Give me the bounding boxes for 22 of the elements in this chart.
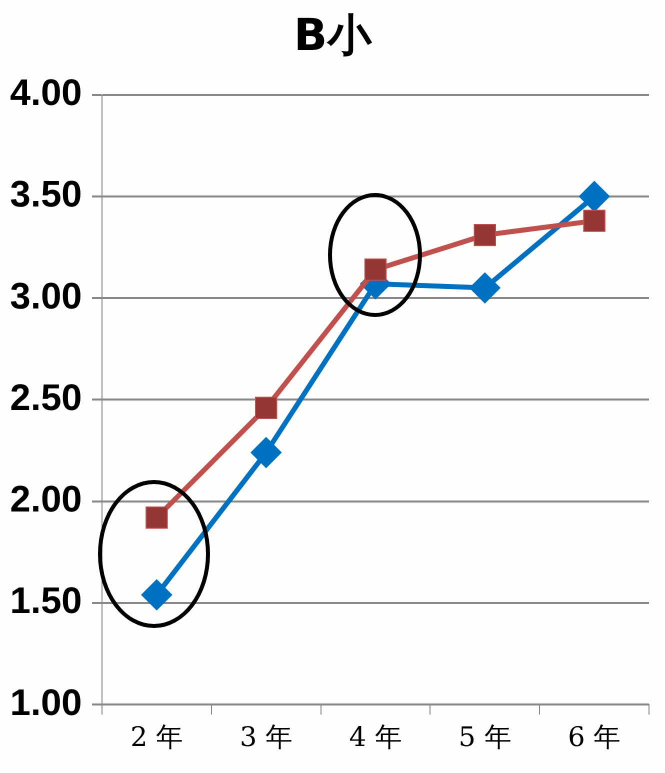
y-tick-label: 3.50 xyxy=(10,174,82,215)
point xyxy=(146,506,168,529)
x-tick-label: 3 年 xyxy=(240,722,292,753)
x-tick-label: 5 年 xyxy=(458,722,512,753)
point xyxy=(255,396,278,419)
point xyxy=(141,579,172,610)
y-tick-label: 3.00 xyxy=(10,275,82,316)
x-tick-label: 4 年 xyxy=(349,722,402,753)
y-tick-label: 4.00 xyxy=(10,72,82,114)
point xyxy=(469,272,500,304)
x-tick-label: 2 年 xyxy=(130,722,184,753)
y-tick-label: 1.50 xyxy=(10,580,82,622)
y-tick-label: 1.00 xyxy=(10,682,82,723)
point xyxy=(364,258,387,281)
point xyxy=(474,224,496,246)
point xyxy=(578,180,610,212)
chart-title: B小 xyxy=(294,10,372,61)
y-tick-label: 2.00 xyxy=(10,478,82,520)
y-tick-label: 2.50 xyxy=(10,376,82,418)
point xyxy=(250,437,282,468)
point xyxy=(583,210,606,232)
x-tick-label: 6 年 xyxy=(568,722,621,753)
